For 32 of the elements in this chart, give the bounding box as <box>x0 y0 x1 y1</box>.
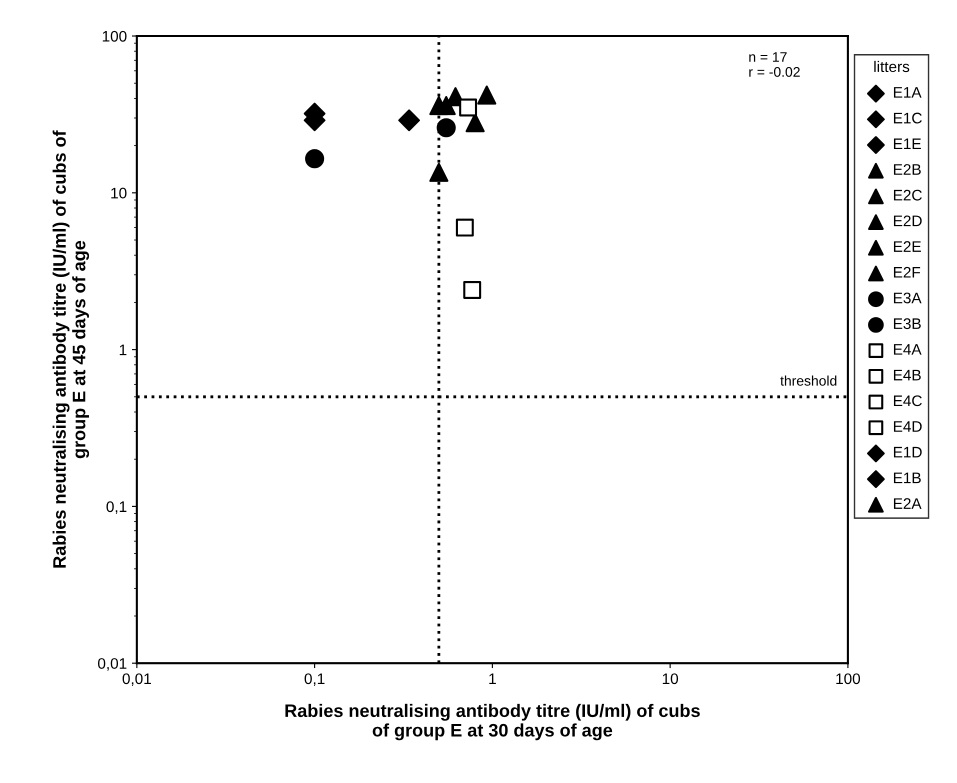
legend-label: E2A <box>894 498 922 509</box>
y-tick-label: 0,1 <box>106 501 126 514</box>
y-tick-label: 1 <box>120 344 126 356</box>
legend-label: E2E <box>894 241 921 252</box>
legend-label: E4A <box>894 344 922 355</box>
y-tick-label: 100 <box>102 30 127 42</box>
legend-label: E1C <box>894 112 922 124</box>
legend-label: E2D <box>894 215 922 226</box>
x-tick-label: 0,01 <box>122 673 151 686</box>
legend-label: E3A <box>894 292 922 304</box>
x-tick-label: 10 <box>662 673 678 684</box>
y-tick-label: 10 <box>111 188 127 198</box>
x-axis-title: Rabies neutralising antibody titre (IU/ml) of cubs of group E at 30 days of age <box>285 704 700 740</box>
legend-label: E2C <box>894 190 922 201</box>
ref-line-label: threshold <box>780 376 836 386</box>
x-tick-label: 100 <box>836 673 860 684</box>
legend-label: E3B <box>894 318 921 330</box>
x-tick-label: 1 <box>489 673 496 684</box>
legend-label: E4B <box>894 370 921 380</box>
legend-label: E1E <box>894 138 921 150</box>
legend-title: litters <box>874 60 910 72</box>
legend-label: E1D <box>894 446 922 458</box>
legend-label: E1A <box>894 87 922 98</box>
legend-label: E2F <box>894 266 920 278</box>
annotation: n = 17 r = -0.02 <box>749 52 800 77</box>
y-axis-title: Rabies neutralising antibody titre (IU/ml) of cubs of group E at 45 days of age <box>52 130 90 568</box>
legend-label: E2B <box>894 164 921 175</box>
x-tick-label: 0,1 <box>304 673 324 686</box>
legend-label: E1B <box>894 472 921 484</box>
legend-label: E4C <box>894 395 922 406</box>
legend-label: E4D <box>894 421 922 432</box>
y-tick-label: 0,01 <box>98 658 126 671</box>
